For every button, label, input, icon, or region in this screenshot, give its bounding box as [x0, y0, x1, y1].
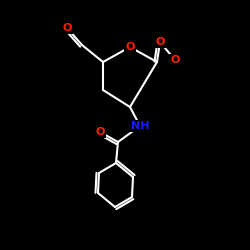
Text: NH: NH	[131, 121, 149, 131]
Text: O: O	[170, 55, 180, 65]
Text: O: O	[155, 37, 165, 47]
Text: O: O	[62, 23, 72, 33]
Text: O: O	[95, 127, 105, 137]
Text: O: O	[125, 42, 135, 52]
